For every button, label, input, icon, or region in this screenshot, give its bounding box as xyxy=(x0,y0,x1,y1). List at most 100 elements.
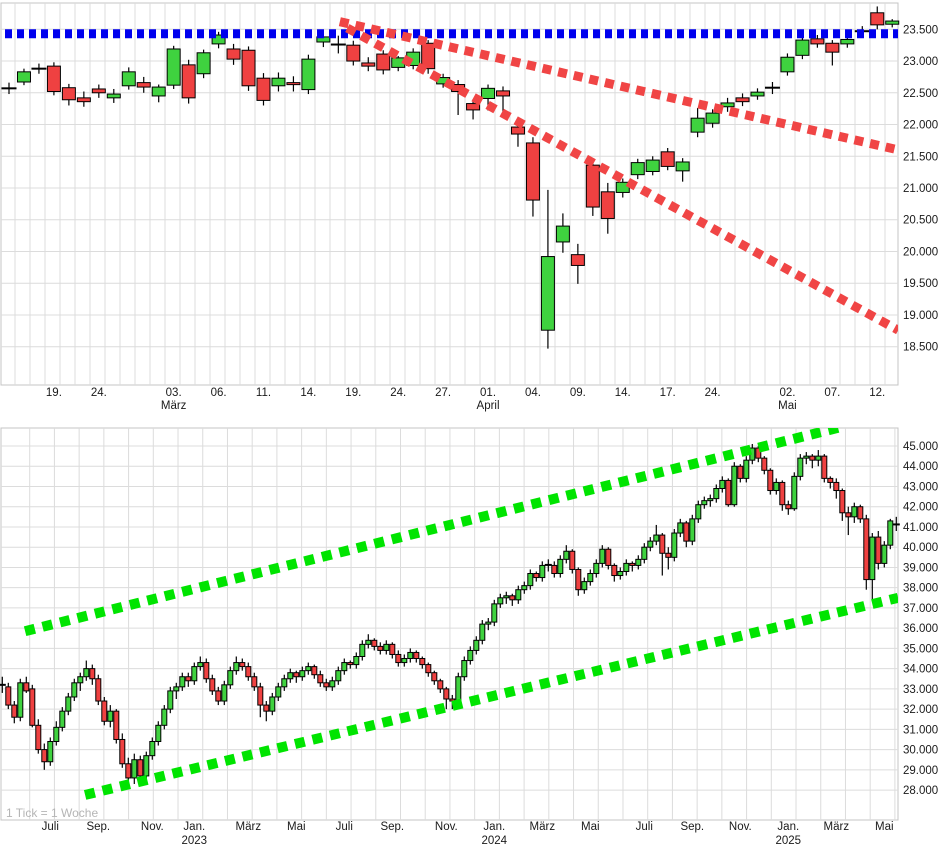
candle xyxy=(695,500,702,523)
candle xyxy=(359,640,366,661)
x-period-label: 2023 xyxy=(182,835,208,847)
candle xyxy=(605,547,612,570)
candle xyxy=(521,581,528,594)
candle xyxy=(376,50,391,75)
y-tick-label: 23.500 xyxy=(903,24,938,36)
candle xyxy=(353,652,360,669)
candle xyxy=(197,656,204,671)
x-tick-label: Mai xyxy=(287,821,306,833)
candle xyxy=(563,545,570,564)
candle xyxy=(65,692,72,716)
candle xyxy=(181,59,196,104)
candle xyxy=(341,658,348,675)
candle xyxy=(809,454,816,469)
y-tick-label: 41.000 xyxy=(903,522,938,534)
candle xyxy=(725,478,732,507)
x-tick-label: März xyxy=(824,821,850,833)
candle xyxy=(41,743,48,770)
candle xyxy=(347,660,354,669)
candle xyxy=(870,6,885,30)
candle xyxy=(570,243,585,284)
candle xyxy=(431,670,438,685)
x-tick-label: Nov. xyxy=(141,821,164,833)
candle xyxy=(821,454,828,483)
candle xyxy=(875,531,882,570)
candle xyxy=(275,682,282,702)
x-tick-label: Juli xyxy=(336,821,353,833)
candle xyxy=(121,67,136,90)
candle xyxy=(810,35,825,48)
y-tick-label: 43.000 xyxy=(903,481,938,493)
candle xyxy=(281,674,288,691)
candle xyxy=(887,518,894,550)
candle xyxy=(892,516,900,532)
y-tick-label: 39.000 xyxy=(903,562,938,574)
weekly-chart: 45.000 44.000 43.000 42.000 41.000 40.000 39.0… xyxy=(0,427,938,847)
y-tick-label: 19.500 xyxy=(903,278,938,290)
x-tick-label: Sep. xyxy=(380,821,404,833)
candle xyxy=(395,650,402,667)
daily-x-axis-labels: 19. 24. 03. 06. 11. 14. 19. 24. 27. 01. 04. 09. 14. 1… xyxy=(46,387,885,412)
candle xyxy=(701,496,708,509)
y-tick-label: 20.000 xyxy=(903,246,938,258)
candle xyxy=(413,650,420,663)
candle xyxy=(17,678,24,722)
candle xyxy=(491,599,498,627)
candle xyxy=(257,682,264,718)
x-period-label: April xyxy=(477,400,500,412)
candle xyxy=(215,686,222,706)
candle xyxy=(533,571,540,582)
y-tick-label: 33.000 xyxy=(903,684,938,696)
candle xyxy=(557,555,564,578)
candle xyxy=(750,88,765,100)
y-tick-label: 45.000 xyxy=(903,441,938,453)
candle xyxy=(47,737,54,766)
candle xyxy=(735,93,750,107)
candle xyxy=(401,654,408,667)
candle xyxy=(629,561,636,572)
candle xyxy=(227,666,234,689)
candle xyxy=(575,567,582,596)
candle xyxy=(389,642,396,659)
candle xyxy=(269,692,276,716)
y-tick-label: 21.500 xyxy=(903,151,938,163)
candle xyxy=(540,189,555,349)
candle xyxy=(330,35,346,54)
candle xyxy=(89,664,96,685)
candle xyxy=(35,719,42,754)
candle xyxy=(737,464,744,483)
y-tick-label: 19.000 xyxy=(903,310,938,322)
x-tick-label: 11. xyxy=(256,387,271,399)
x-tick-label: 19. xyxy=(345,387,361,399)
candle xyxy=(659,533,666,576)
x-tick-label: Nov. xyxy=(435,821,458,833)
candle xyxy=(421,40,436,74)
x-tick-label: Sep. xyxy=(86,821,110,833)
candle xyxy=(71,678,78,702)
candle xyxy=(323,678,330,691)
candle xyxy=(335,666,342,685)
candle xyxy=(600,182,615,234)
candle xyxy=(630,158,645,180)
candle xyxy=(91,84,106,98)
candle xyxy=(361,57,376,72)
candle xyxy=(641,543,648,564)
candle xyxy=(271,72,286,92)
candle xyxy=(683,520,690,548)
candle xyxy=(461,656,468,681)
y-tick-label: 37.000 xyxy=(903,603,938,615)
candle xyxy=(671,528,678,562)
y-tick-label: 42.000 xyxy=(903,502,938,514)
candle xyxy=(585,159,600,216)
candle xyxy=(239,658,246,671)
x-tick-label: März xyxy=(530,821,556,833)
candle xyxy=(551,561,558,578)
candle xyxy=(827,476,834,489)
candle xyxy=(689,514,696,546)
candle xyxy=(581,577,588,594)
y-tick-label: 36.000 xyxy=(903,623,938,635)
y-tick-label: 20.500 xyxy=(903,215,938,227)
candle xyxy=(473,636,480,655)
